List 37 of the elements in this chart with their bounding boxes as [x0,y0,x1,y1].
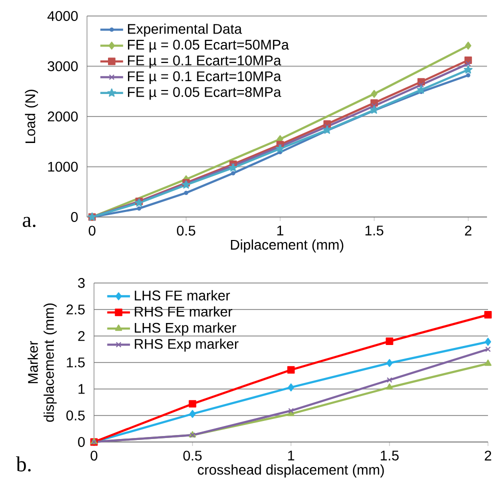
x-tick-label: 0 [90,450,98,461]
x-tick-label: 2 [465,226,472,236]
y-tick-label: 0 [71,212,78,222]
y-tick-label: 3000 [48,61,78,72]
y-tick-label: 1000 [48,162,78,172]
legend-label: FE µ = 0.05 Ecart=8MPa [128,87,282,100]
y-tick-label: 4000 [47,11,78,21]
x-axis-title: Diplacement (mm) [230,239,344,252]
x-tick-label: 1 [288,450,294,460]
legend-label: RHS Exp marker [134,338,238,352]
legend-label: FE µ = 0.1 Ecart=10MPa [128,56,282,68]
x-tick-label: 0 [88,226,96,236]
y-tick-label: 2.5 [66,304,85,314]
y-tick-label: 3 [78,278,85,288]
legend-label: Experimental Data [128,24,242,37]
x-tick-label: 1.5 [380,450,399,460]
legend-label: LHS Exp marker [134,322,236,336]
y-tick-label: 2 [78,331,85,341]
legend-label: LHS FE marker [134,290,230,300]
y-tick-label: 0 [78,437,85,447]
y-axis-title: Marker displacement (mm) [28,303,57,422]
x-axis-title: crosshead displacement (mm) [198,464,384,478]
y-tick-label: 2000 [48,112,78,122]
legend-label: FE µ = 0.1 Ecart=10MPa [128,71,282,84]
y-axis-title: Load (N) [24,90,38,143]
y-tick-label: 1.5 [66,358,85,368]
text: b. [16,456,31,472]
x-tick-label: 0.5 [183,450,202,461]
y-tick-label: 0.5 [66,410,85,420]
text: a. [22,216,36,228]
x-tick-label: 1.5 [366,226,384,236]
y-tick-label: 1 [78,384,85,394]
x-tick-label: 0.5 [176,226,196,236]
legend-label: FE µ = 0.05 Ecart=50MPa [128,40,289,52]
legend-label: RHS FE marker [134,306,232,317]
x-tick-label: 1 [277,226,284,236]
x-tick-label: 2 [484,450,492,460]
